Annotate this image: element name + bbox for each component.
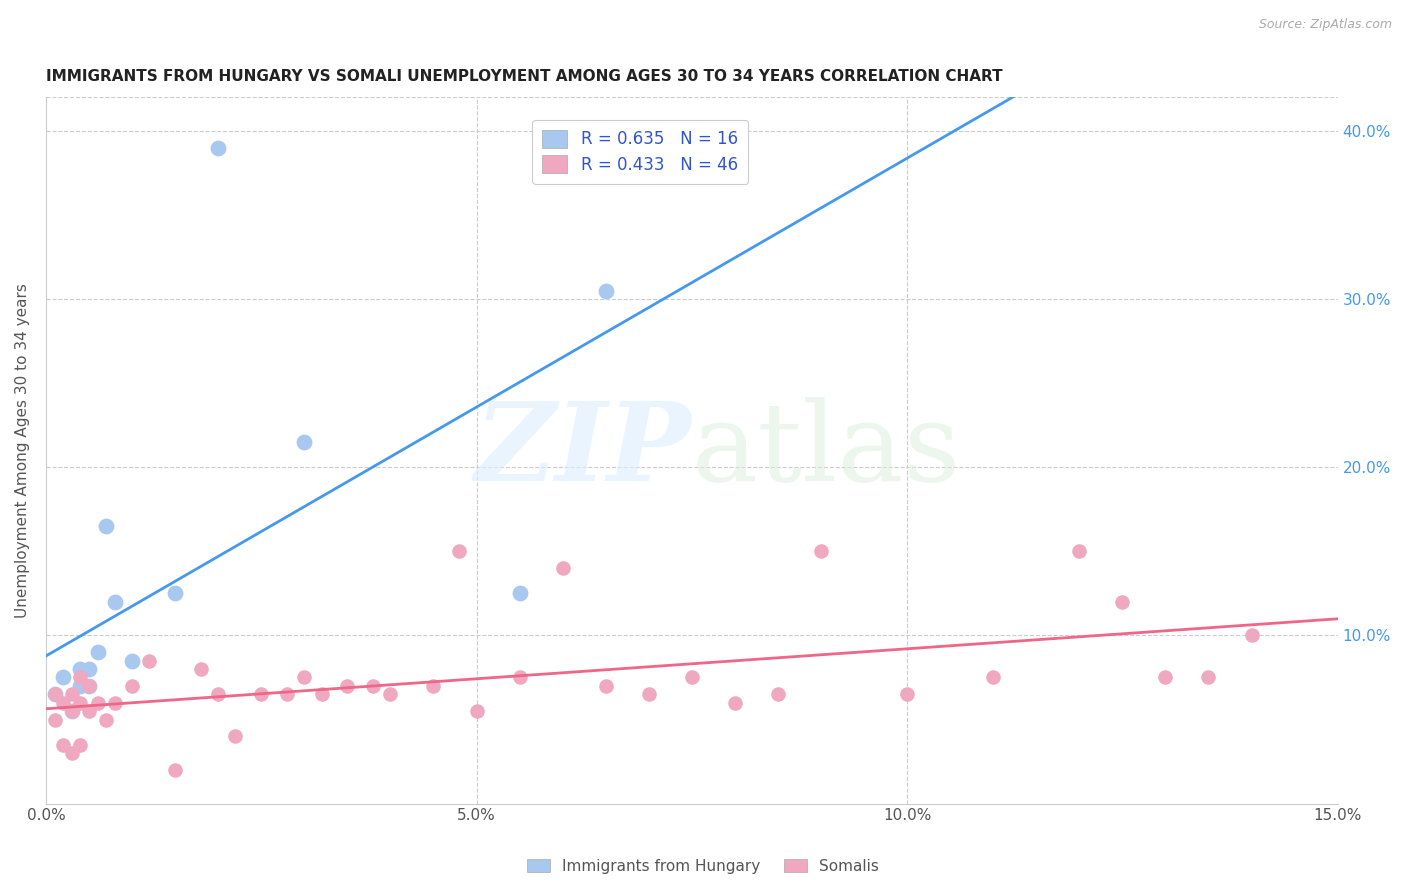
Point [1198, 670, 1220, 684]
Text: ZIP: ZIP [475, 397, 692, 504]
Point [69, 696, 91, 710]
Point [336, 679, 359, 693]
Point [52, 670, 75, 684]
Point [69, 662, 91, 676]
Point [86, 645, 108, 659]
Point [465, 704, 488, 718]
Text: IMMIGRANTS FROM HUNGARY VS SOMALI UNEMPLOYMENT AMONG AGES 30 TO 34 YEARS CORRELA: IMMIGRANTS FROM HUNGARY VS SOMALI UNEMPL… [46, 69, 1002, 84]
Point [207, 141, 229, 155]
Point [104, 696, 127, 710]
Point [69, 738, 91, 752]
Point [595, 679, 617, 693]
Point [292, 670, 315, 684]
Text: atlas: atlas [692, 397, 962, 504]
Point [724, 696, 747, 710]
Point [121, 679, 143, 693]
Point [207, 687, 229, 701]
Text: Source: ZipAtlas.com: Source: ZipAtlas.com [1258, 18, 1392, 31]
Point [69, 679, 91, 693]
Point [60, 704, 83, 718]
Point [104, 595, 127, 609]
Point [509, 670, 531, 684]
Point [77, 679, 100, 693]
Point [224, 729, 246, 743]
Point [60, 704, 83, 718]
Point [52, 738, 75, 752]
Point [311, 687, 333, 701]
Point [86, 696, 108, 710]
Point [1240, 628, 1263, 642]
Point [190, 662, 212, 676]
Point [44, 713, 66, 727]
Point [896, 687, 918, 701]
Point [509, 586, 531, 600]
Point [69, 670, 91, 684]
Point [981, 670, 1004, 684]
Point [44, 687, 66, 701]
Y-axis label: Unemployment Among Ages 30 to 34 years: Unemployment Among Ages 30 to 34 years [15, 283, 30, 618]
Point [60, 746, 83, 760]
Point [77, 679, 100, 693]
Point [96, 519, 118, 533]
Point [551, 561, 574, 575]
Point [380, 687, 402, 701]
Point [276, 687, 298, 701]
Point [1154, 670, 1177, 684]
Point [595, 284, 617, 298]
Point [165, 763, 187, 777]
Point [52, 696, 75, 710]
Point [422, 679, 444, 693]
Point [77, 704, 100, 718]
Point [292, 435, 315, 450]
Point [1069, 544, 1091, 558]
Point [250, 687, 273, 701]
Point [165, 586, 187, 600]
Point [60, 687, 83, 701]
Point [681, 670, 703, 684]
Point [766, 687, 789, 701]
Point [121, 654, 143, 668]
Point [449, 544, 471, 558]
Point [77, 662, 100, 676]
Point [44, 687, 66, 701]
Point [138, 654, 160, 668]
Legend: Immigrants from Hungary, Somalis: Immigrants from Hungary, Somalis [522, 853, 884, 880]
Point [1111, 595, 1133, 609]
Legend: R = 0.635   N = 16, R = 0.433   N = 46: R = 0.635 N = 16, R = 0.433 N = 46 [533, 120, 748, 184]
Point [361, 679, 384, 693]
Point [810, 544, 832, 558]
Point [96, 713, 118, 727]
Point [637, 687, 659, 701]
